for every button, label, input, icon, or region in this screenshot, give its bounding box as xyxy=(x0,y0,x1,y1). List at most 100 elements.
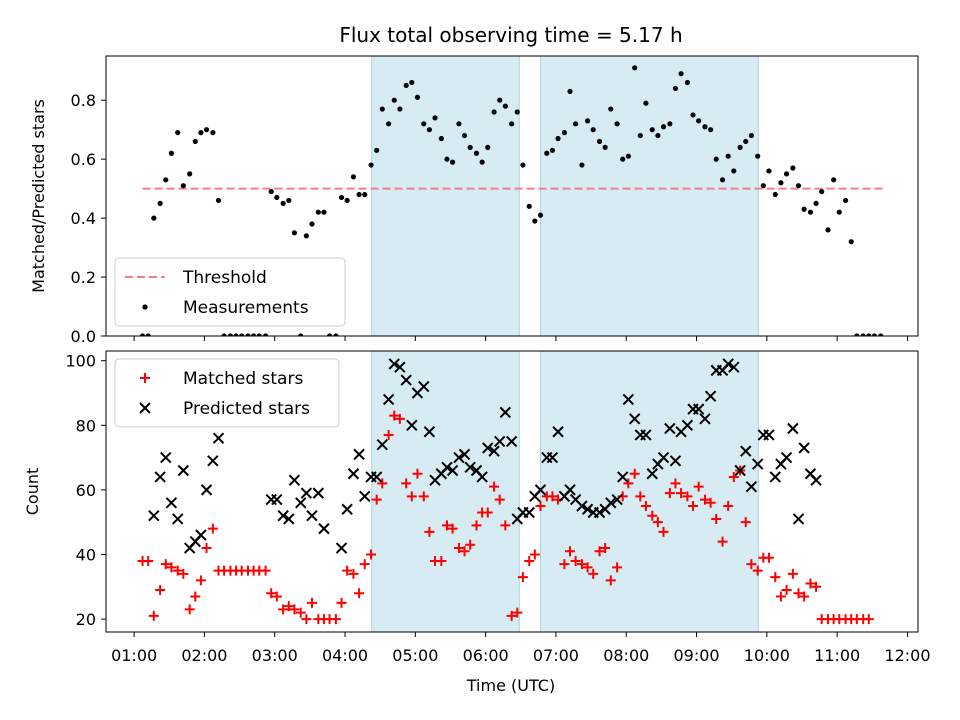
series-matched-stars-point xyxy=(775,591,786,602)
series-measurements-point xyxy=(643,100,649,106)
series-measurements-point xyxy=(555,135,561,142)
shaded-interval-2 xyxy=(539,350,759,633)
series-matched-stars-point xyxy=(799,591,810,602)
series-measurements-point xyxy=(836,209,842,215)
series-measurements-point xyxy=(227,333,234,336)
series-matched-stars-point xyxy=(770,572,781,583)
series-measurements-point xyxy=(625,153,631,159)
series-predicted-stars-point xyxy=(423,426,436,438)
series-predicted-stars-point xyxy=(458,448,471,461)
series-matched-stars-point xyxy=(418,491,429,502)
series-predicted-stars-point xyxy=(699,413,711,425)
series-predicted-stars-point xyxy=(499,406,512,419)
series-matched-stars-point xyxy=(207,523,218,534)
series-matched-stars-point xyxy=(629,468,640,479)
series-matched-stars-point xyxy=(728,471,739,482)
series-measurements-point xyxy=(532,218,538,224)
series-matched-stars-point xyxy=(306,597,317,608)
series-predicted-stars-point xyxy=(295,497,307,509)
series-predicted-stars-point xyxy=(212,432,225,444)
series-matched-stars-point xyxy=(330,614,341,625)
x-tick-label: 06:00 xyxy=(463,646,509,665)
series-predicted-stars-point xyxy=(160,451,172,464)
series-matched-stars-point xyxy=(383,429,394,440)
series-predicted-stars-point xyxy=(792,513,805,525)
series-matched-stars-point xyxy=(512,607,523,618)
series-measurements-point xyxy=(708,127,714,133)
series-matched-stars-point xyxy=(594,546,605,557)
series-predicted-stars-point xyxy=(734,464,746,477)
series-matched-stars-point xyxy=(389,410,400,421)
series-measurements-point xyxy=(245,333,251,336)
series-measurements-point xyxy=(157,200,163,206)
series-predicted-stars-point xyxy=(493,435,506,448)
series-matched-stars-point xyxy=(647,510,658,521)
series-matched-stars-point xyxy=(723,501,734,512)
series-measurements-point xyxy=(421,121,427,127)
series-matched-stars-point xyxy=(412,468,423,479)
series-predicted-stars-point xyxy=(400,374,412,386)
series-measurements-point xyxy=(403,82,409,89)
series-matched-stars-point xyxy=(271,591,282,602)
series-predicted-stars-point xyxy=(476,471,488,483)
legend-marker xyxy=(142,304,148,310)
series-predicted-stars-point xyxy=(318,522,330,535)
y-axis-label: Matched/Predicted stars xyxy=(29,99,48,293)
series-matched-stars-point xyxy=(565,546,575,557)
series-matched-stars-point xyxy=(266,588,277,599)
legend-box xyxy=(114,358,340,428)
series-measurements-point xyxy=(831,177,837,183)
x-tick-label: 01:00 xyxy=(111,646,157,665)
series-matched-stars-point xyxy=(447,523,458,534)
series-matched-stars-point xyxy=(763,552,774,563)
shaded-interval-1 xyxy=(371,350,520,633)
y-tick-label: 0.2 xyxy=(71,268,96,287)
series-matched-stars-point xyxy=(699,494,710,505)
series-measurements-point xyxy=(374,147,380,153)
series-matched-stars-point xyxy=(793,588,804,599)
series-predicted-stars-point xyxy=(780,451,793,464)
series-measurements-point xyxy=(632,65,638,71)
series-predicted-stars-point xyxy=(728,361,740,373)
series-matched-stars-point xyxy=(623,478,634,489)
series-measurements-point xyxy=(321,209,327,215)
series-measurements-point xyxy=(298,333,304,336)
series-matched-stars-point xyxy=(295,607,306,618)
series-matched-stars-point xyxy=(658,526,669,537)
series-measurements-point xyxy=(778,180,784,186)
series-predicted-stars-point xyxy=(341,503,353,515)
series-predicted-stars-point xyxy=(388,358,400,370)
shaded-interval-2 xyxy=(539,55,759,337)
series-matched-stars-point xyxy=(640,501,651,512)
series-matched-stars-point xyxy=(155,585,166,596)
series-predicted-stars-point xyxy=(370,471,383,483)
series-predicted-stars-point xyxy=(441,461,453,473)
x-tick-label: 07:00 xyxy=(533,646,579,665)
series-matched-stars-point xyxy=(359,559,370,570)
series-measurements-point xyxy=(813,200,819,206)
series-measurements-point xyxy=(326,333,333,336)
series-predicted-stars-point xyxy=(552,426,564,438)
series-measurements-point xyxy=(432,115,438,121)
series-measurements-point xyxy=(309,221,315,227)
series-matched-stars-point xyxy=(517,572,528,583)
series-matched-stars-point xyxy=(652,517,663,528)
legend-label: Measurements xyxy=(183,298,309,318)
series-measurements-point xyxy=(819,188,825,195)
series-measurements-point xyxy=(491,109,497,115)
series-measurements-point xyxy=(145,333,151,336)
series-measurements-point xyxy=(678,71,684,77)
legend-label: Predicted stars xyxy=(183,399,310,419)
series-measurements-point xyxy=(344,197,350,204)
series-predicted-stars-point xyxy=(288,474,301,486)
series-predicted-stars-point xyxy=(564,484,576,496)
x-tick-label: 09:00 xyxy=(673,646,719,665)
series-measurements-point xyxy=(520,162,526,168)
series-measurements-point xyxy=(139,333,146,336)
series-matched-stars-point xyxy=(524,555,535,566)
series-predicted-stars-point xyxy=(300,487,313,499)
series-measurements-point xyxy=(163,177,169,183)
series-predicted-stars-point xyxy=(195,529,207,541)
series-measurements-point xyxy=(291,230,298,236)
